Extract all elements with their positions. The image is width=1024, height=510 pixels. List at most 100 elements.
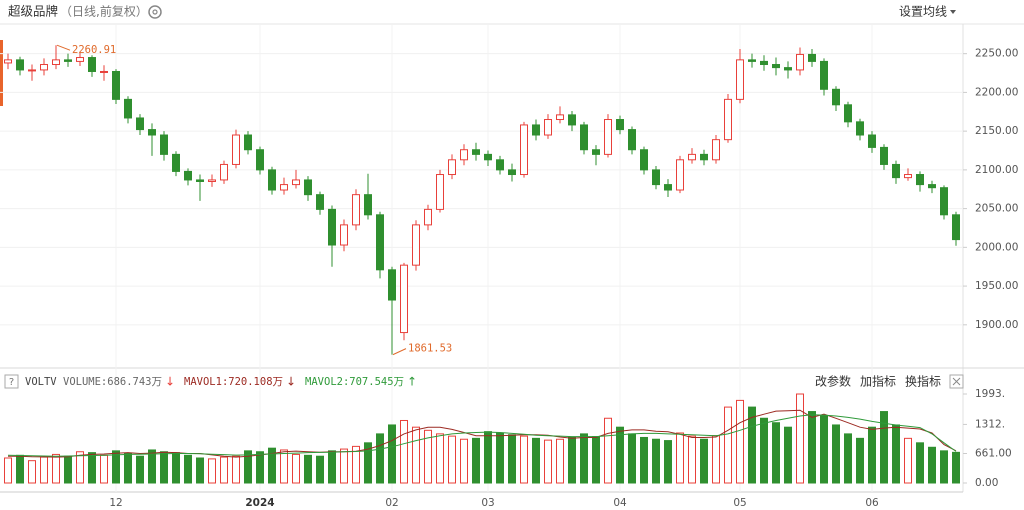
candle-body xyxy=(196,179,204,182)
volume-bar xyxy=(352,445,360,484)
candle-body xyxy=(676,159,684,191)
volume-bar xyxy=(484,431,492,484)
annotation-pointer xyxy=(392,348,407,356)
volume-bar xyxy=(64,455,72,484)
volume-bar xyxy=(172,452,180,484)
settings-icon[interactable] xyxy=(148,5,162,19)
candle-body xyxy=(4,59,12,64)
dropdown-arrow xyxy=(950,10,956,14)
candle-body xyxy=(88,57,96,72)
candle-body xyxy=(640,149,648,171)
indicator-button[interactable]: 换指标 xyxy=(905,374,941,389)
volume-bar xyxy=(100,454,108,484)
volume-bar xyxy=(832,424,840,484)
y-tick-label: 661.00 xyxy=(975,447,1012,459)
volume-bar xyxy=(592,436,600,484)
y-tick-label: 1900.00 xyxy=(975,319,1018,331)
indicator-button[interactable]: 改参数 xyxy=(815,374,851,389)
volume-bar xyxy=(544,439,552,484)
legend-trend: ↑ xyxy=(407,375,417,389)
candle-body xyxy=(184,170,192,181)
volume-bar xyxy=(652,438,660,484)
indicator-name: VOLTV xyxy=(25,376,57,388)
legend-trend: ↓ xyxy=(286,375,296,389)
volume-bar xyxy=(376,433,384,484)
candle-body xyxy=(784,67,792,71)
volume-bar xyxy=(628,433,636,484)
candle-body xyxy=(736,59,744,100)
x-tick-label: 02 xyxy=(385,497,398,509)
y-tick-label: 2100.00 xyxy=(975,164,1018,176)
volume-bar xyxy=(700,438,708,484)
candle-body xyxy=(124,98,132,119)
candle-body xyxy=(280,184,288,191)
volume-bar xyxy=(916,442,924,484)
candle-body xyxy=(340,224,348,246)
candle-body xyxy=(628,129,636,151)
volume-bar xyxy=(736,399,744,484)
help-box[interactable] xyxy=(4,374,19,389)
volume-bar xyxy=(256,451,264,484)
candle-body xyxy=(664,184,672,191)
candle-body xyxy=(40,64,48,71)
candle-body xyxy=(616,119,624,131)
volume-bar xyxy=(16,454,24,484)
y-tick-label: 2000.00 xyxy=(975,241,1018,253)
volume-bar xyxy=(328,450,336,484)
x-tick-label: 05 xyxy=(733,497,746,509)
volume-bar xyxy=(364,442,372,484)
volume-bar xyxy=(664,440,672,484)
volume-bar xyxy=(748,406,756,484)
candle-body xyxy=(580,124,588,151)
volume-bar xyxy=(208,458,216,484)
volume-bar xyxy=(184,454,192,484)
volume-bar xyxy=(124,453,132,484)
legend-entry: MAVOL1:720.108万 xyxy=(184,376,283,388)
candle-body xyxy=(796,53,804,71)
volume-bar xyxy=(712,435,720,484)
volume-bar xyxy=(724,406,732,484)
y-tick-label: 2200.00 xyxy=(975,86,1018,98)
volume-bar xyxy=(292,453,300,484)
volume-bar xyxy=(280,449,288,484)
ma-setting[interactable]: 设置均线 xyxy=(899,5,947,19)
volume-bar xyxy=(844,433,852,484)
candle-body xyxy=(748,59,756,62)
candle-body xyxy=(856,121,864,136)
x-tick-label: 04 xyxy=(613,497,627,509)
volume-bar xyxy=(88,452,96,484)
candle-body xyxy=(16,59,24,71)
candle-body xyxy=(52,59,60,66)
volume-bar xyxy=(388,424,396,484)
volume-bar xyxy=(4,457,12,484)
candle-body xyxy=(724,98,732,141)
volume-bar xyxy=(472,437,480,484)
candle-body xyxy=(688,153,696,161)
indicator-button[interactable]: 加指标 xyxy=(860,374,896,389)
volume-bar xyxy=(952,451,960,484)
volume-bar xyxy=(112,450,120,484)
volume-bar xyxy=(460,438,468,484)
candle-body xyxy=(868,134,876,148)
candle-body xyxy=(160,134,168,155)
volume-bar xyxy=(220,456,228,484)
volume-bar xyxy=(400,419,408,484)
volume-bar xyxy=(580,433,588,484)
candle-body xyxy=(460,149,468,161)
candle-body xyxy=(76,57,84,62)
candle-body xyxy=(292,179,300,186)
left-marker xyxy=(0,40,3,106)
legend-trend: ↓ xyxy=(165,375,175,389)
candle-body xyxy=(916,174,924,186)
candle-body xyxy=(352,194,360,226)
legend-entry: VOLUME:686.743万 xyxy=(63,376,162,388)
volume-bar xyxy=(868,426,876,484)
volume-bar xyxy=(412,426,420,484)
volume-bar xyxy=(244,450,252,484)
volume-bar xyxy=(640,436,648,484)
volume-bar xyxy=(604,417,612,484)
x-tick-label: 06 xyxy=(865,497,879,509)
volume-bar xyxy=(268,447,276,484)
volume-bar xyxy=(688,435,696,484)
